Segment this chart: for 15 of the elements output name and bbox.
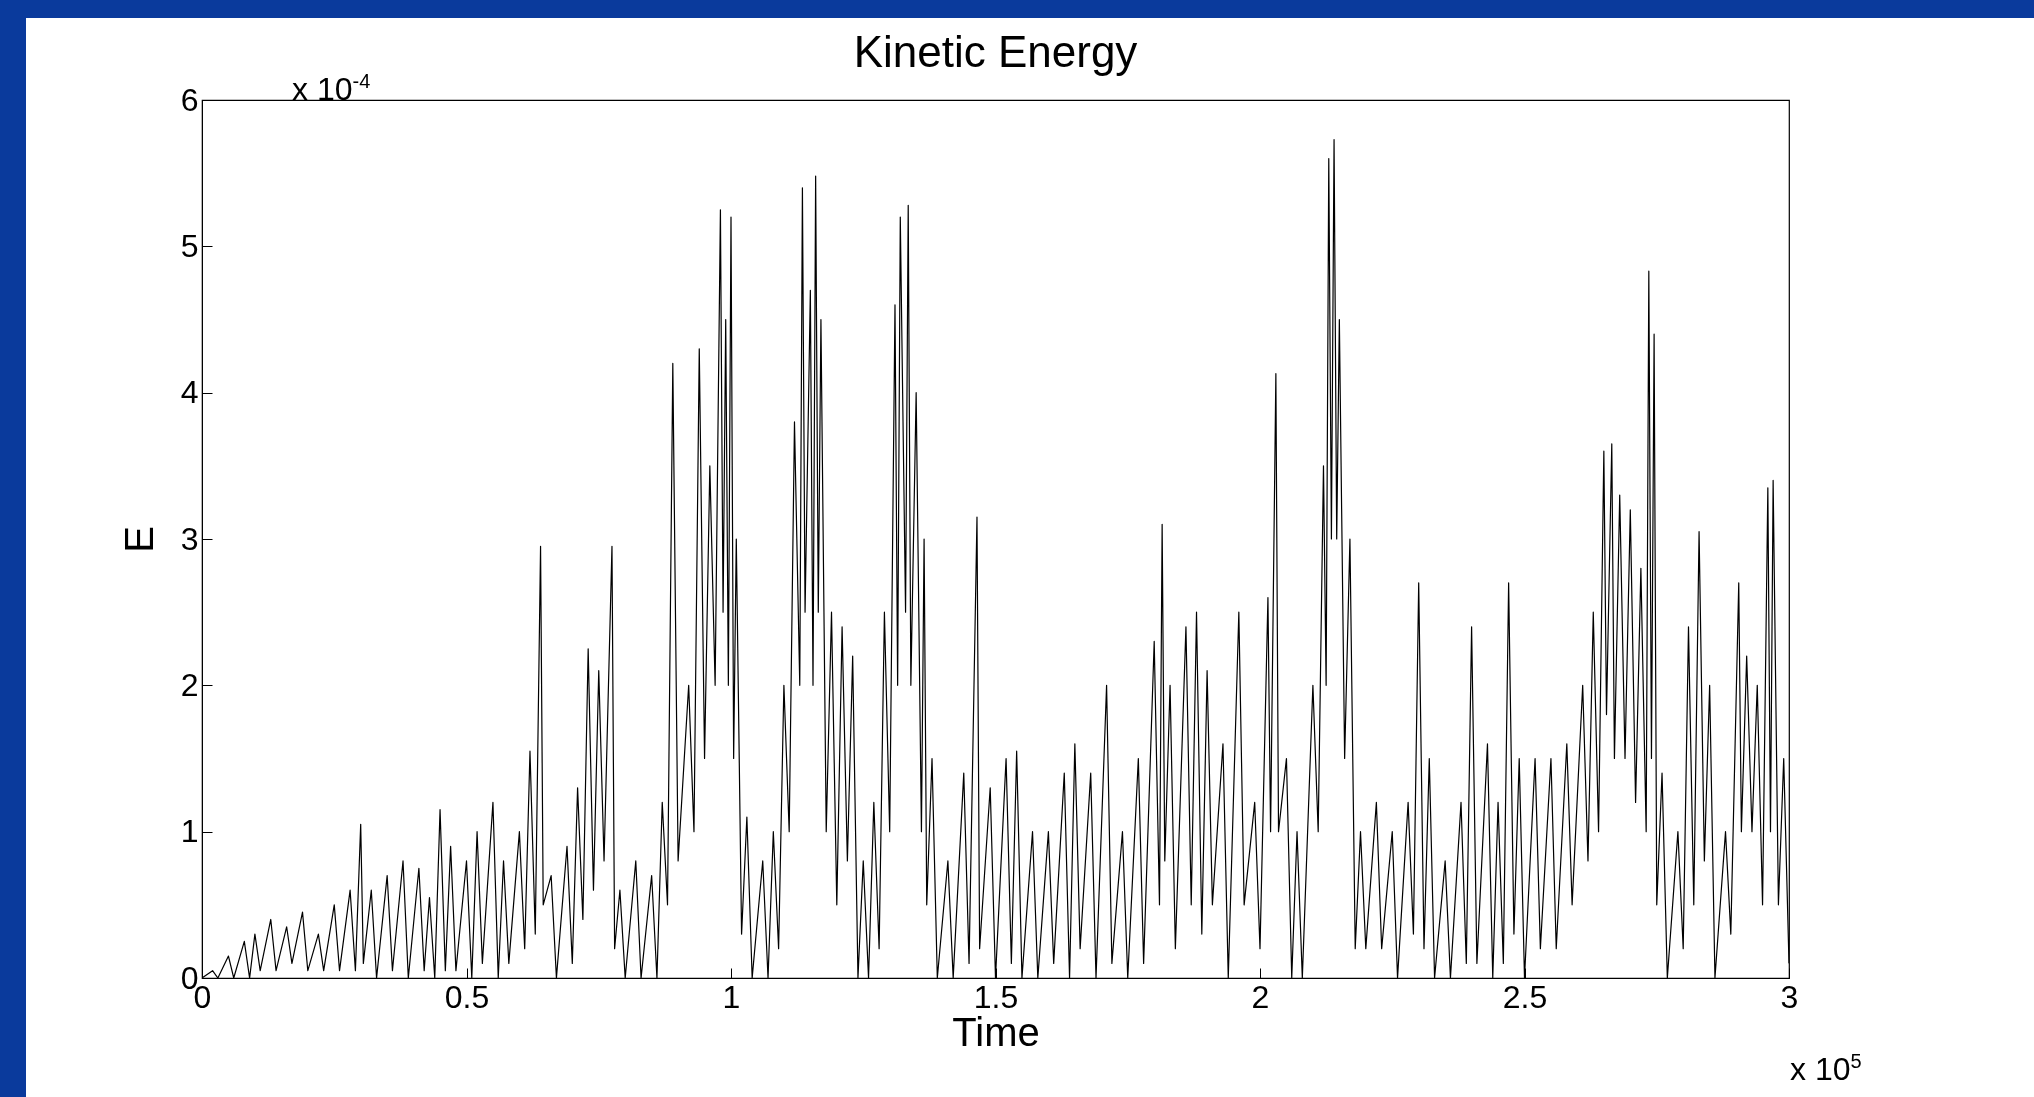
x-tick-label: 0.5 xyxy=(444,978,490,1015)
annotation: x 10$^{-4}$ xyxy=(292,70,371,108)
y-axis-title: E xyxy=(116,526,161,553)
x-tick-label: 2.5 xyxy=(1502,978,1548,1015)
x-tick-label: 3 xyxy=(1780,978,1799,1015)
text: x 10$^{5}$ xyxy=(1790,1050,1862,1088)
y-tick-label: 1 xyxy=(180,813,199,850)
y-tick-label: 6 xyxy=(180,81,199,118)
y-tick-label: 5 xyxy=(180,227,199,264)
x-tick-label: 1 xyxy=(722,978,741,1015)
y-tick-label: 3 xyxy=(180,520,199,557)
y-tick-label: 2 xyxy=(180,666,199,703)
chart-title: Kinetic Energy xyxy=(853,27,1138,76)
x-tick-label: 2 xyxy=(1251,978,1270,1015)
y-tick-label: 4 xyxy=(180,374,199,411)
